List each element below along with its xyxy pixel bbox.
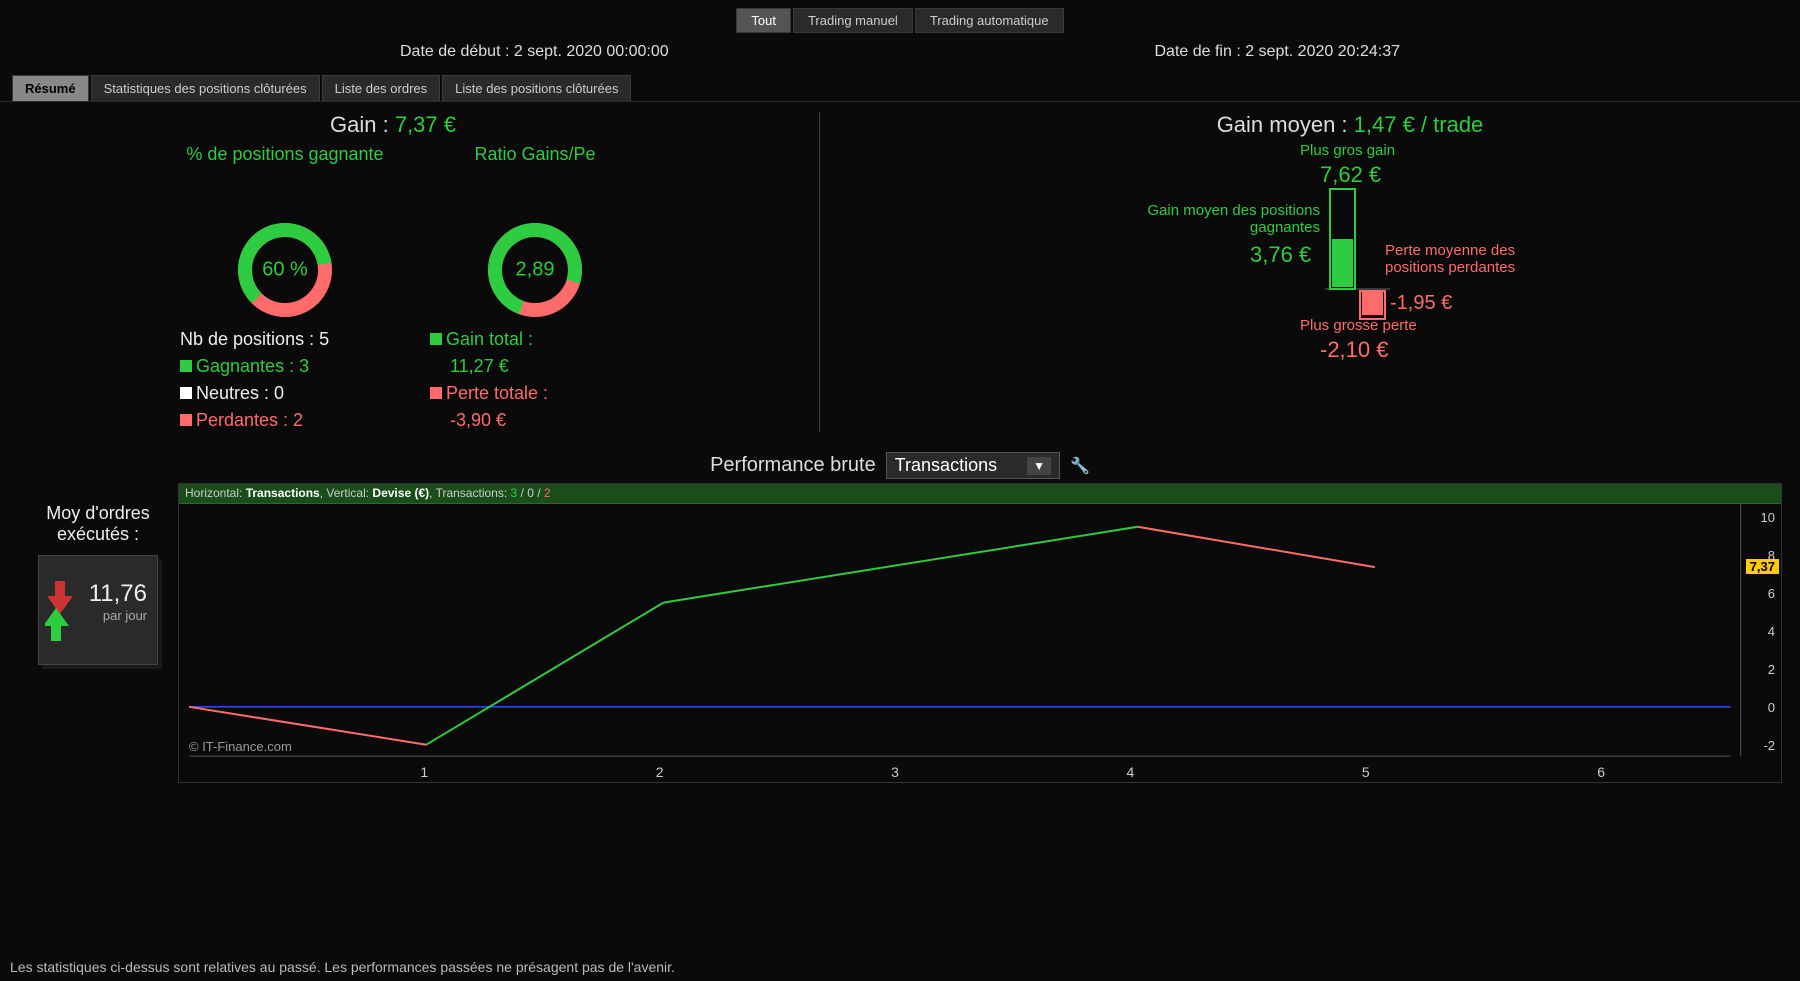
bar-viz: Plus gros gain 7,62 € Gain moyen des pos… <box>1070 142 1630 402</box>
top-filter: Tout Trading manuel Trading automatique <box>0 0 1800 37</box>
x-tick: 3 <box>891 764 899 780</box>
ratio-value: 2,89 <box>516 259 555 282</box>
tab-orders-list[interactable]: Liste des ordres <box>322 75 441 101</box>
date-row: Date de début : 2 sept. 2020 00:00:00 Da… <box>0 37 1800 75</box>
tabs-row: Résumé Statistiques des positions clôtur… <box>0 75 1800 102</box>
orders-card: 11,76 par jour <box>38 555 158 665</box>
perte-total-val: -3,90 € <box>450 407 640 434</box>
winrate-value: 60 % <box>262 259 308 282</box>
tab-stats-closed[interactable]: Statistiques des positions clôturées <box>91 75 320 101</box>
y-tick: 2 <box>1768 662 1775 677</box>
gain-label: Gain : <box>330 112 395 137</box>
y-tick: 0 <box>1768 700 1775 715</box>
gagnantes: Gagnantes : 3 <box>196 356 309 376</box>
square-red-icon <box>180 414 192 426</box>
gain-value: 7,37 € <box>395 112 456 137</box>
square-green-icon <box>180 360 192 372</box>
perf-label: Performance brute <box>710 454 876 477</box>
winrate-head: % de positions gagnante <box>180 144 390 214</box>
performance-chart[interactable]: Horizontal: Transactions, Vertical: Devi… <box>178 483 1782 783</box>
gain-total-val: 11,27 € <box>450 353 640 380</box>
filter-manuel-button[interactable]: Trading manuel <box>793 8 913 33</box>
tab-resume[interactable]: Résumé <box>12 75 89 101</box>
filter-auto-button[interactable]: Trading automatique <box>915 8 1064 33</box>
x-tick: 1 <box>420 764 428 780</box>
nb-positions: Nb de positions : 5 <box>180 326 390 353</box>
settings-icon[interactable]: 🔧 <box>1070 456 1090 476</box>
gain-moyen-panel: Gain moyen : 1,47 € / trade Plus gros ga… <box>820 112 1760 432</box>
ratio-donut: 2,89 <box>485 220 585 320</box>
chevron-down-icon: ▼ <box>1027 457 1051 475</box>
gain-panel: Gain : 7,37 € % de positions gagnante 60… <box>40 112 820 432</box>
square-red-icon <box>430 387 442 399</box>
orders-unit: par jour <box>103 608 147 623</box>
gain-moyen-value: 1,47 € / trade <box>1354 112 1484 137</box>
disclaimer: Les statistiques ci-dessus sont relative… <box>10 959 675 975</box>
square-green-icon <box>430 333 442 345</box>
perdantes: Perdantes : 2 <box>196 410 303 430</box>
orders-value: 11,76 <box>89 580 147 608</box>
x-tick: 6 <box>1597 764 1605 780</box>
y-tick: 8 <box>1768 548 1775 563</box>
filter-tout-button[interactable]: Tout <box>736 8 791 33</box>
perf-select-value: Transactions <box>895 455 997 476</box>
y-tick: -2 <box>1763 738 1775 753</box>
date-start: Date de début : 2 sept. 2020 00:00:00 <box>400 43 669 61</box>
gain-total-lbl: Gain total : <box>446 329 533 349</box>
orders-side: Moy d'ordres exécutés : 11,76 par jour <box>18 483 178 783</box>
winrate-donut: 60 % <box>235 220 335 320</box>
x-tick: 2 <box>656 764 664 780</box>
date-end: Date de fin : 2 sept. 2020 20:24:37 <box>1154 43 1400 61</box>
orders-title: Moy d'ordres exécutés : <box>18 503 178 545</box>
neutres: Neutres : 0 <box>196 383 284 403</box>
x-tick: 4 <box>1127 764 1135 780</box>
y-tick: 6 <box>1768 586 1775 601</box>
y-tick: 4 <box>1768 624 1775 639</box>
y-tick: 10 <box>1761 510 1775 525</box>
perte-total-lbl: Perte totale : <box>446 383 548 403</box>
tab-closed-positions[interactable]: Liste des positions clôturées <box>442 75 631 101</box>
ratio-head: Ratio Gains/Pe <box>430 144 640 214</box>
gain-moyen-label: Gain moyen : <box>1217 112 1354 137</box>
perf-select[interactable]: Transactions ▼ <box>886 452 1060 479</box>
square-white-icon <box>180 387 192 399</box>
x-tick: 5 <box>1362 764 1370 780</box>
chart-copyright: © IT-Finance.com <box>189 739 292 754</box>
